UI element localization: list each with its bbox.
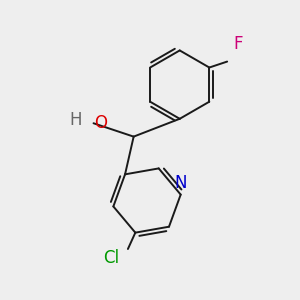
Text: O: O <box>94 114 107 132</box>
Text: H: H <box>70 111 82 129</box>
Text: F: F <box>233 35 243 53</box>
Text: Cl: Cl <box>103 249 119 267</box>
Text: N: N <box>174 174 187 192</box>
